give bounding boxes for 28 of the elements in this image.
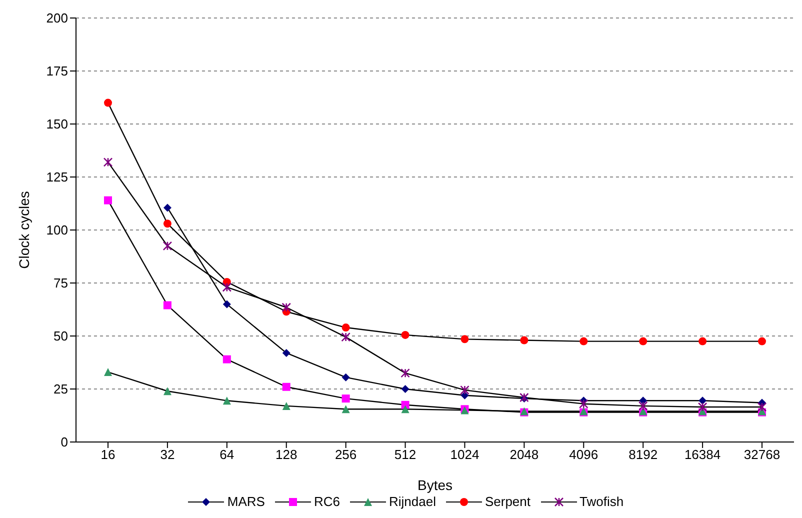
legend-label: Serpent — [484, 494, 531, 509]
legend-label: Rijndael — [388, 494, 436, 509]
x-tick-label: 128 — [276, 447, 298, 462]
y-tick-label: 150 — [46, 116, 68, 132]
x-tick-label: 256 — [334, 447, 357, 462]
y-tick-label: 175 — [46, 64, 68, 79]
y-tick-label: 200 — [46, 10, 68, 26]
x-axis-title: Bytes — [417, 477, 453, 493]
x-tick-label: 8192 — [628, 447, 658, 462]
x-tick-label: 16384 — [684, 447, 721, 462]
x-tick-label: 64 — [220, 447, 234, 462]
x-tick-label: 2048 — [510, 447, 539, 462]
y-tick-label: 75 — [54, 276, 68, 291]
x-tick-label: 32768 — [744, 447, 780, 462]
y-tick-label: 25 — [54, 382, 68, 397]
y-tick-label: 0 — [60, 434, 68, 450]
y-tick-label: 50 — [54, 328, 68, 344]
x-tick-label: 4096 — [569, 447, 598, 462]
x-tick-label: 32 — [160, 447, 175, 462]
x-tick-label: 1024 — [450, 447, 480, 462]
y-tick-label: 125 — [46, 170, 68, 185]
x-tick-label: 512 — [394, 447, 416, 462]
y-tick-label: 100 — [46, 222, 68, 238]
y-axis-title: Clock cycles — [16, 191, 32, 269]
x-tick-label: 16 — [100, 447, 116, 462]
legend-label: MARS — [226, 494, 265, 509]
legend-label: RC6 — [312, 494, 340, 509]
legend-label: Twofish — [578, 494, 624, 509]
